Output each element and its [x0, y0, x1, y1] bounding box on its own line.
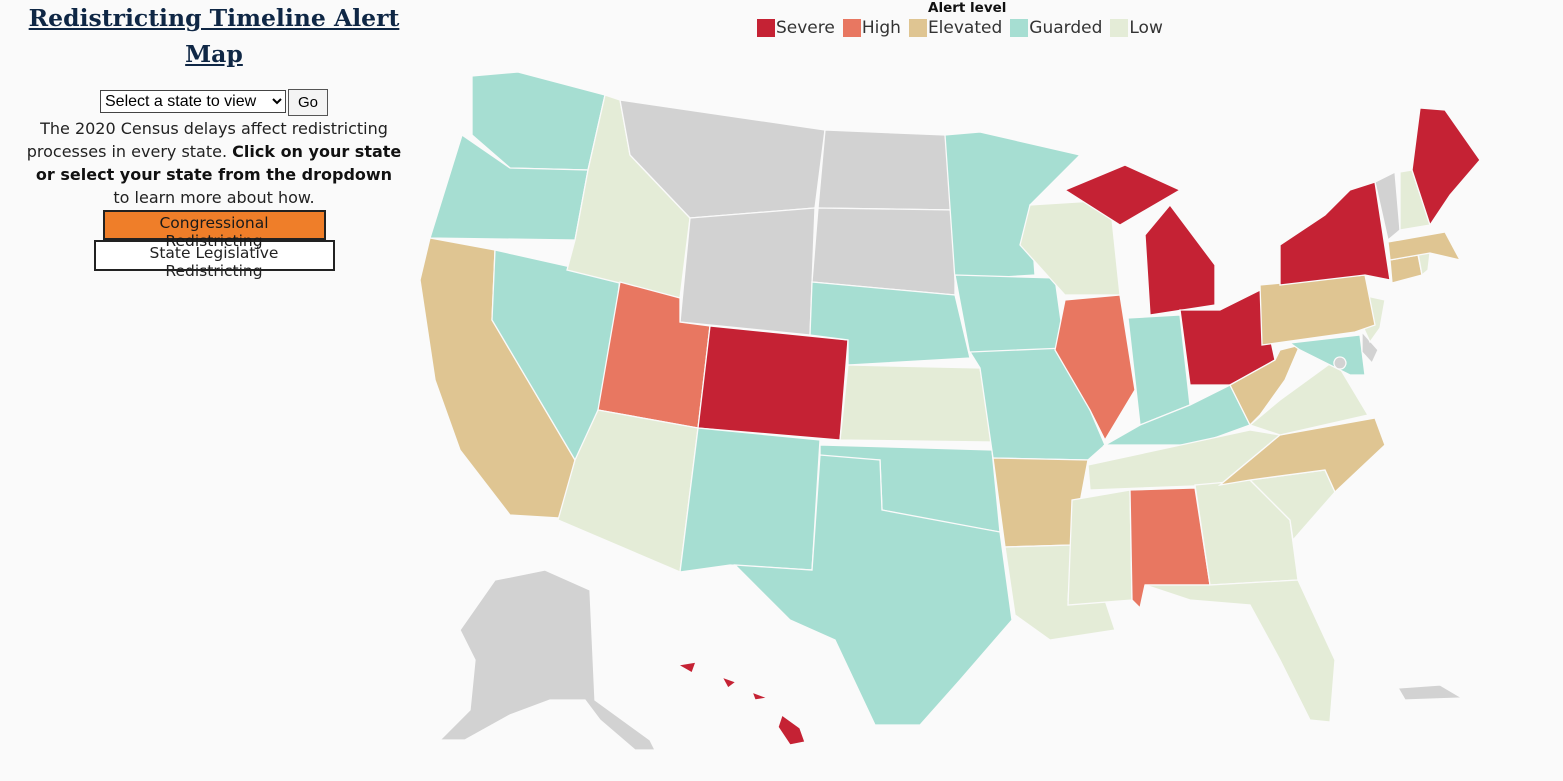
legend-item-high: High — [843, 18, 901, 38]
state-south-dakota[interactable] — [812, 208, 955, 295]
legend-label: Severe — [776, 18, 835, 38]
state-north-dakota[interactable] — [818, 130, 955, 210]
legend-label: Low — [1129, 18, 1162, 38]
legend-swatch — [1110, 19, 1128, 37]
go-button[interactable]: Go — [288, 89, 328, 116]
state-kansas[interactable] — [840, 365, 992, 442]
legend-item-severe: Severe — [757, 18, 835, 38]
state-mississippi[interactable] — [1068, 490, 1132, 605]
intro-text: The 2020 Census delays affect redistrict… — [22, 117, 406, 209]
state-hawaii[interactable] — [678, 662, 805, 745]
intro-text-end: to learn more about how. — [113, 188, 314, 207]
legend-label: High — [862, 18, 901, 38]
state-select[interactable]: Select a state to view — [100, 90, 286, 113]
state-pennsylvania[interactable] — [1260, 275, 1375, 345]
state-selector-row: Select a state to view Go — [22, 89, 406, 116]
state-alaska[interactable] — [440, 570, 655, 750]
state-colorado[interactable] — [698, 326, 848, 440]
legend-items: Severe High Elevated Guarded Low — [757, 18, 1171, 38]
state-new-mexico[interactable] — [680, 428, 820, 572]
legend-swatch — [757, 19, 775, 37]
legend-title: Alert level — [928, 0, 1006, 16]
legend-item-elevated: Elevated — [909, 18, 1002, 38]
legend-swatch — [909, 19, 927, 37]
legend-item-guarded: Guarded — [1010, 18, 1102, 38]
legend-swatch — [1010, 19, 1028, 37]
state-district-of-columbia[interactable] — [1334, 357, 1346, 369]
state-puerto-rico[interactable] — [1398, 685, 1462, 700]
legend-swatch — [843, 19, 861, 37]
page-title: Redistricting Timeline Alert Map — [22, 0, 406, 72]
legend-label: Elevated — [928, 18, 1002, 38]
state-florida[interactable] — [1145, 580, 1335, 722]
congressional-redistricting-button[interactable]: Congressional Redistricting — [103, 210, 326, 240]
legend-label: Guarded — [1029, 18, 1102, 38]
sidebar: Redistricting Timeline Alert Map Select … — [22, 0, 406, 271]
state-iowa[interactable] — [955, 275, 1065, 355]
state-wyoming[interactable] — [680, 208, 815, 335]
state-new-york[interactable] — [1280, 182, 1390, 285]
us-map — [400, 60, 1500, 760]
legend-item-low: Low — [1110, 18, 1162, 38]
state-legislative-redistricting-button[interactable]: State Legislative Redistricting — [94, 240, 335, 271]
